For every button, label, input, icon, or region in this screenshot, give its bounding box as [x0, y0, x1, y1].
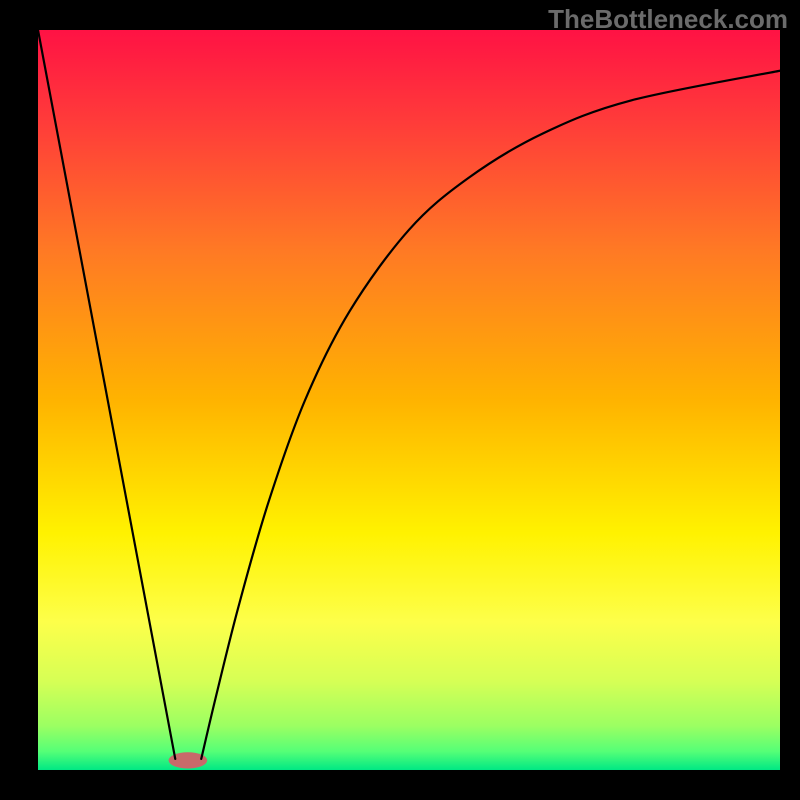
plot-background	[38, 30, 780, 770]
watermark-text: TheBottleneck.com	[548, 4, 788, 35]
plot-area	[38, 30, 780, 770]
gradient-chart-svg	[38, 30, 780, 770]
chart-frame: TheBottleneck.com	[0, 0, 800, 800]
